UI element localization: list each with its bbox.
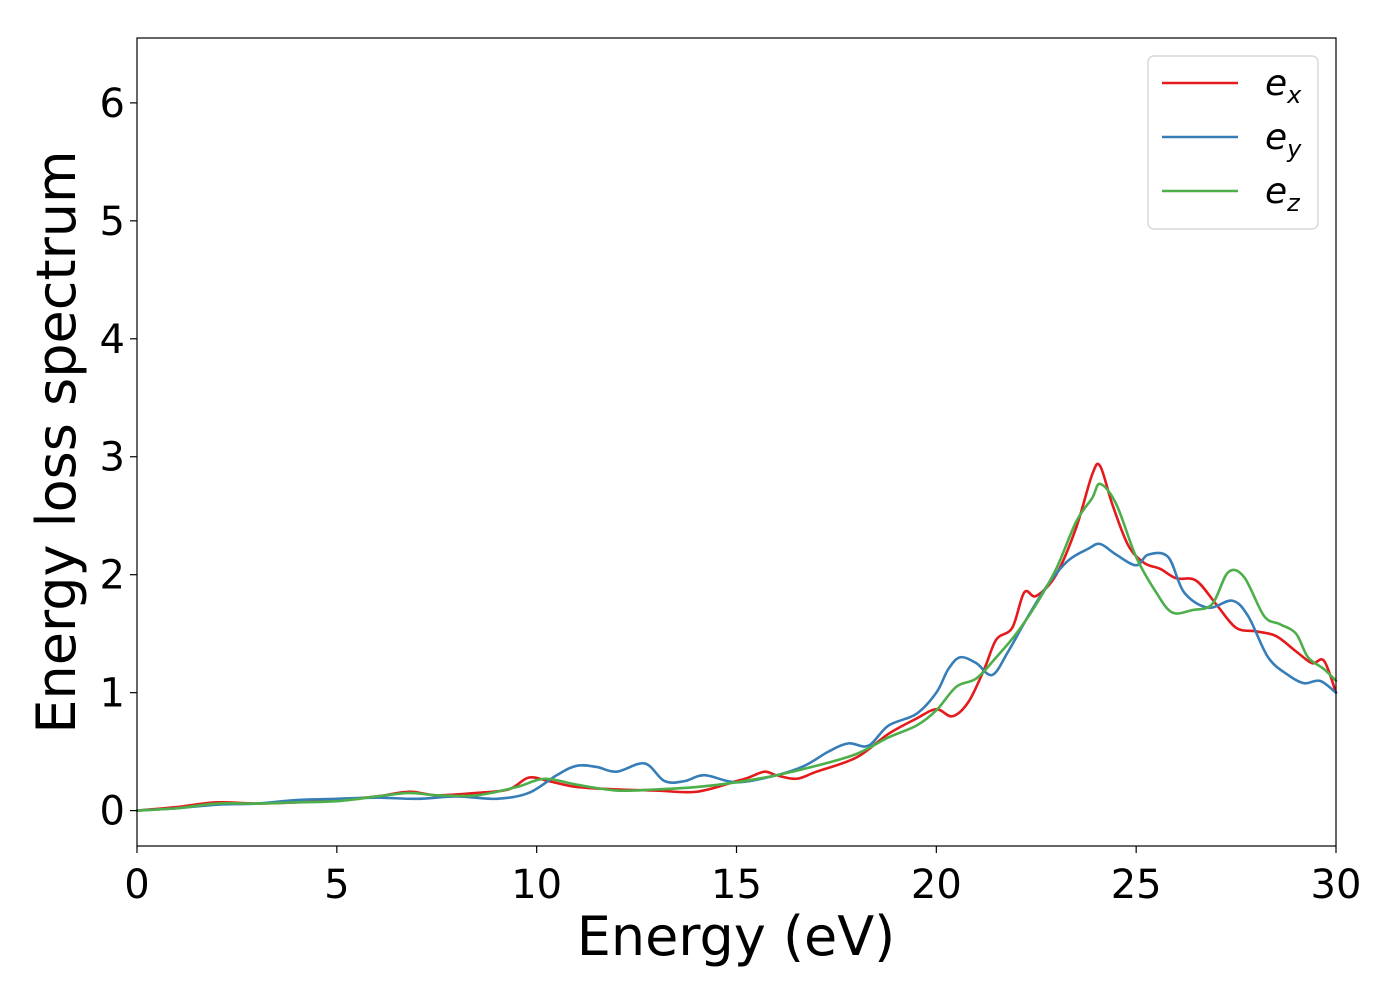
x-tick-label: 10 [511,862,562,908]
y-tick-label: 6 [100,81,125,127]
series-line-z [135,482,1338,812]
series-line-x [135,462,1338,812]
legend-box [1147,55,1319,230]
x-axis-title: Energy (eV) [577,905,896,968]
y-tick-label: 4 [100,317,125,363]
legend-label-y: ey [1265,117,1302,163]
y-axis: 0 1 2 3 4 5 6 [100,81,137,835]
x-tick-label: 5 [324,862,349,908]
y-tick-label: 3 [100,435,125,481]
y-tick-label: 1 [100,671,125,717]
legend-label-z: ez [1265,171,1301,217]
x-tick-label: 0 [124,862,149,908]
legend: ex ey ez [1147,55,1319,230]
legend-label-x: ex [1265,63,1302,109]
y-tick-label: 5 [100,199,125,245]
x-tick-label: 25 [1111,862,1162,908]
y-axis-title: Energy loss spectrum [25,150,88,733]
y-tick-label: 0 [100,789,125,835]
y-tick-label: 2 [100,553,125,599]
x-tick-label: 30 [1311,862,1362,908]
x-tick-label: 20 [911,862,962,908]
x-axis: 0 5 10 15 20 25 30 [124,846,1361,908]
x-tick-label: 15 [711,862,762,908]
series-layer [135,462,1338,812]
